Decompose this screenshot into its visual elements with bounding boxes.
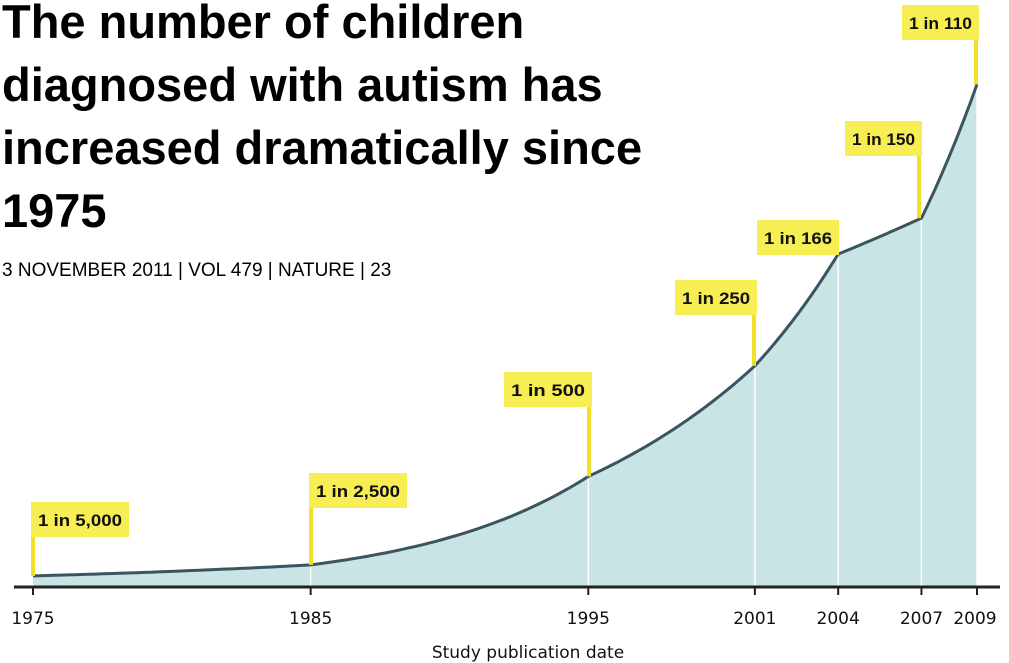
- x-axis-title: Study publication date: [432, 643, 624, 663]
- callout-box-1975: [31, 502, 129, 537]
- tick-label-2004: 2004: [817, 609, 860, 629]
- callout-box-2007: [845, 121, 922, 156]
- callout-label-1975: 1 in 5,000: [38, 511, 122, 530]
- callout-2009: 1 in 110: [902, 5, 979, 85]
- callout-1985: 1 in 2,500: [309, 473, 407, 565]
- callout-2004: 1 in 166: [757, 220, 839, 255]
- callout-label-2004: 1 in 166: [764, 229, 832, 248]
- tick-label-2009: 2009: [953, 609, 996, 629]
- x-axis-ticks: 1975 1985 1995 2001 2004 2007 2009: [11, 587, 997, 629]
- callout-label-1985: 1 in 2,500: [316, 482, 400, 501]
- callout-label-2007: 1 in 150: [852, 130, 915, 149]
- tick-label-1985: 1985: [289, 609, 332, 629]
- callout-box-2001: [675, 280, 757, 315]
- callout-1995: 1 in 500: [504, 372, 592, 477]
- callout-box-1995: [504, 372, 592, 407]
- callout-label-2009: 1 in 110: [909, 14, 972, 33]
- tick-label-1995: 1995: [567, 609, 610, 629]
- citation: 3 NOVEMBER 2011 | VOL 479 | NATURE | 23: [2, 260, 392, 281]
- tick-label-2001: 2001: [733, 609, 776, 629]
- callout-2001: 1 in 250: [675, 280, 757, 366]
- tick-label-2007: 2007: [900, 609, 943, 629]
- callout-label-1995: 1 in 500: [511, 381, 585, 400]
- callout-2007: 1 in 150: [845, 121, 922, 219]
- callouts: 1 in 5,000 1 in 2,500 1 in 500 1 in 250 1 in…: [31, 5, 979, 576]
- prevalence-curve: [32, 83, 979, 578]
- callout-1975: 1 in 5,000: [31, 502, 129, 576]
- prevalence-area: [33, 84, 977, 588]
- callout-box-2004: [757, 220, 839, 255]
- callout-box-2009: [902, 5, 979, 40]
- callout-label-2001: 1 in 250: [682, 289, 750, 308]
- vertical-guides: [309, 84, 978, 587]
- headline: The number of children diagnosed with au…: [2, 0, 643, 237]
- tick-label-1975: 1975: [11, 609, 54, 629]
- callout-box-1985: [309, 473, 407, 508]
